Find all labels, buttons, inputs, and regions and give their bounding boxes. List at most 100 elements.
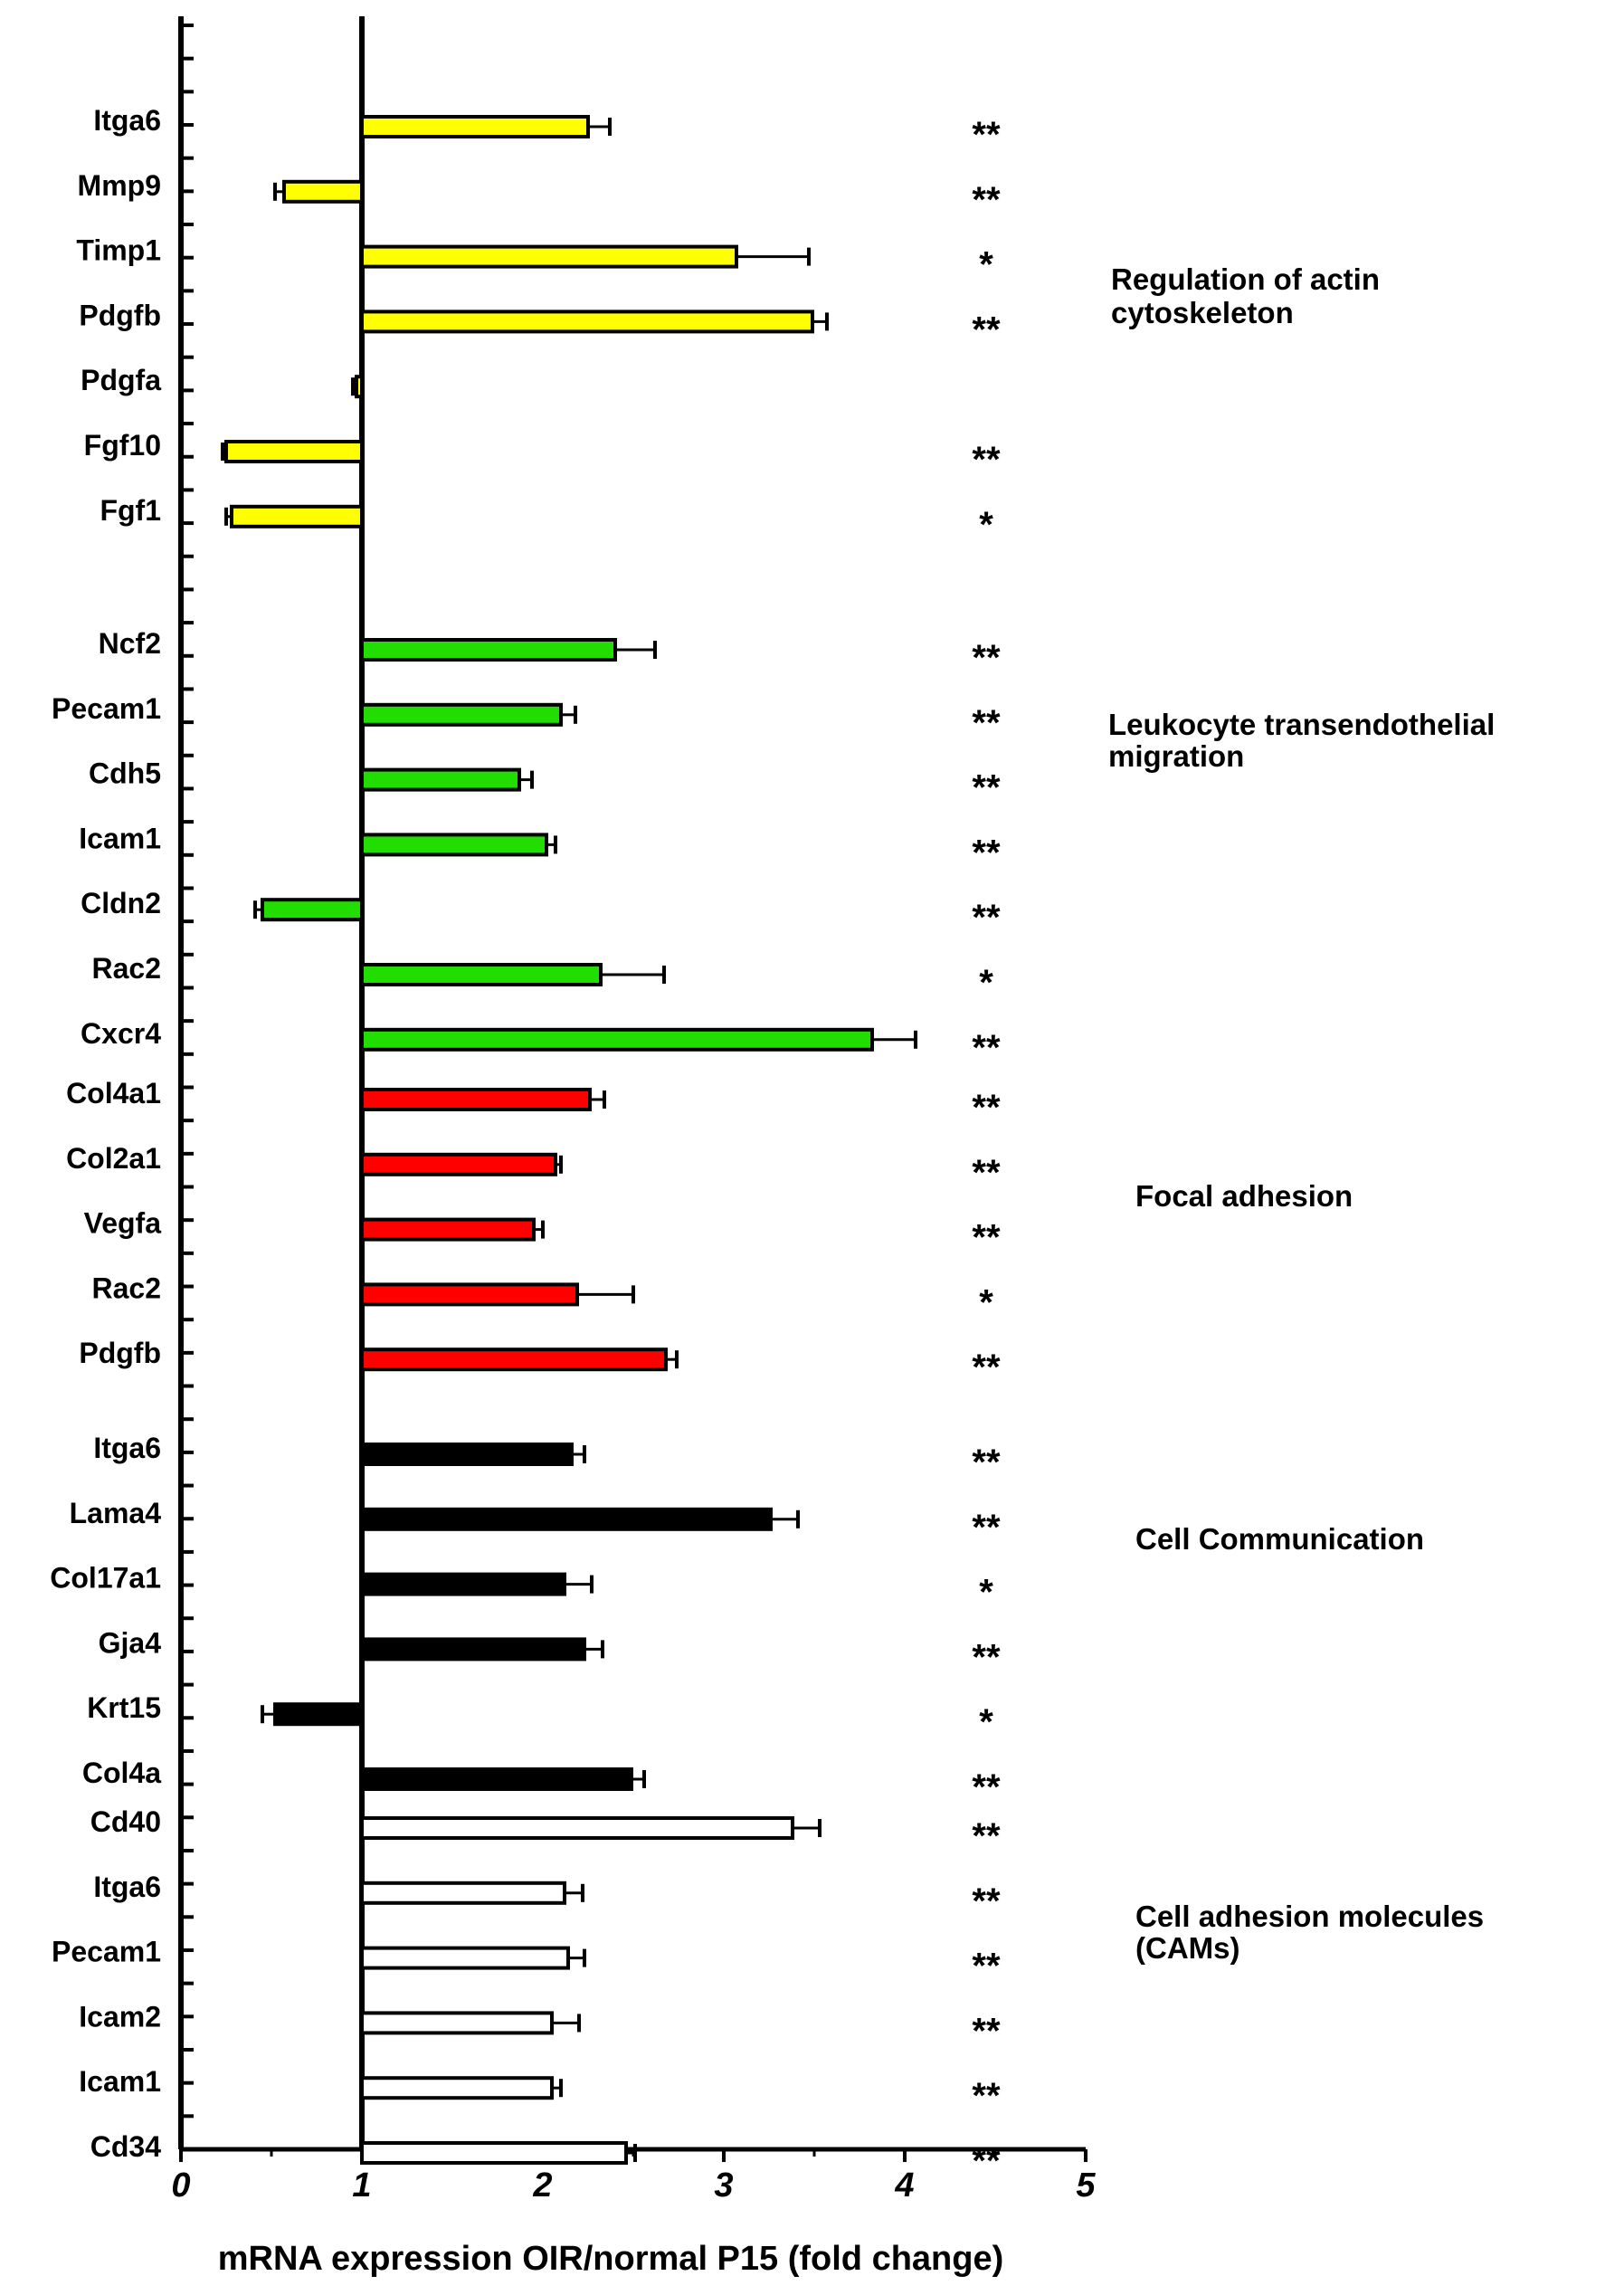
significance-marker: ** (972, 898, 1001, 938)
x-tick-label: 5 (1076, 2166, 1096, 2205)
significance-marker: ** (972, 1881, 1001, 1921)
bar (360, 1347, 668, 1372)
significance-marker: ** (972, 2011, 1001, 2051)
bar (360, 2076, 554, 2100)
bar (261, 898, 364, 922)
gene-label: Icam1 (79, 822, 161, 854)
gene-label: Icam2 (79, 2000, 161, 2033)
bar-group (253, 638, 917, 1052)
group-label: Leukocyte transendothelial (1108, 708, 1495, 741)
significance-marker: ** (972, 1508, 1001, 1547)
gene-label: Cdh5 (89, 757, 161, 790)
significance-marker: ** (972, 703, 1001, 743)
group-label: Regulation of actin (1111, 262, 1380, 296)
significance-marker: ** (972, 1153, 1001, 1193)
bar (360, 833, 548, 857)
axes (178, 16, 1087, 2162)
significance-marker: * (979, 245, 993, 285)
significance-marker: ** (972, 309, 1001, 349)
significance-marker: ** (972, 1637, 1001, 1677)
significance-marker: ** (972, 1767, 1001, 1807)
significance-marker: ** (972, 768, 1001, 808)
significance-marker: ** (972, 1218, 1001, 1258)
gene-label: Timp1 (76, 234, 161, 267)
gene-label: Col17a1 (50, 1562, 161, 1595)
gene-label: Cldn2 (81, 887, 161, 919)
gene-label: Lama4 (70, 1497, 162, 1529)
bar (224, 440, 364, 463)
gene-label: Col4a (82, 1757, 161, 1789)
gene-label: Fgf1 (100, 494, 161, 527)
bar (360, 1507, 773, 1531)
bar (360, 2141, 628, 2165)
significance-marker: ** (972, 1347, 1001, 1387)
significance-marker: ** (972, 2141, 1001, 2181)
significance-marker: ** (972, 1816, 1001, 1856)
gene-label: Icam1 (79, 2065, 161, 2098)
bar (273, 1702, 364, 1727)
significance-marker: * (979, 505, 993, 545)
bar-group (221, 115, 829, 529)
bar (360, 115, 590, 138)
bar (360, 309, 814, 334)
bar (360, 1572, 566, 1596)
bar (360, 1217, 536, 1242)
gene-label: Pdgfb (79, 299, 161, 331)
significance-marker: ** (972, 440, 1001, 480)
bar (360, 1282, 579, 1307)
bar (282, 179, 364, 204)
significance-marker: ** (972, 180, 1001, 220)
x-tick-label: 1 (352, 2166, 371, 2205)
gene-label: Pecam1 (52, 1936, 161, 1968)
group-label: Cell adhesion molecules (1135, 1900, 1484, 1933)
bar (360, 2011, 554, 2035)
gene-label: Itga6 (93, 104, 161, 137)
gene-label: Cd40 (90, 1805, 161, 1838)
bar (360, 244, 738, 269)
gene-label: Itga6 (93, 1871, 161, 1903)
gene-label: Pdgfb (79, 1337, 161, 1369)
bar (355, 375, 364, 399)
significance-marker: * (979, 1702, 993, 1742)
significance-marker: ** (972, 638, 1001, 678)
significance-marker: * (979, 963, 993, 1003)
gene-label: Rac2 (92, 1271, 162, 1304)
bar (360, 638, 617, 662)
gene-label: Pdgfa (81, 364, 161, 396)
gene-label: Mmp9 (78, 169, 161, 202)
group-label: (CAMs) (1135, 1931, 1239, 1965)
bar-group (261, 1443, 800, 1791)
bar (360, 1152, 557, 1176)
gene-label: Fgf10 (84, 429, 161, 462)
gene-label: Krt15 (87, 1691, 161, 1724)
gene-label: Ncf2 (99, 627, 161, 660)
bar (360, 1881, 566, 1905)
bar (360, 1088, 592, 1111)
bar (230, 504, 364, 529)
group-label: Cell Communication (1135, 1522, 1424, 1556)
bar-group (360, 1816, 821, 2165)
significance-marker: ** (972, 1088, 1001, 1128)
bar (360, 1027, 874, 1052)
bar (360, 1946, 570, 1970)
group-label: cytoskeleton (1111, 296, 1294, 329)
gene-label: Cxcr4 (81, 1017, 161, 1050)
x-tick-label: 4 (894, 2166, 914, 2205)
significance-marker: * (979, 1282, 993, 1322)
x-tick-label: 2 (532, 2166, 552, 2205)
x-axis-label: mRNA expression OIR/normal P15 (fold cha… (218, 2240, 1004, 2278)
bars (221, 115, 917, 2165)
gene-label: Rac2 (92, 952, 162, 985)
gene-label: Itga6 (93, 1432, 161, 1464)
significance-marker: ** (972, 1028, 1001, 1068)
group-label: Focal adhesion (1135, 1179, 1353, 1213)
group-label: migration (1108, 739, 1244, 773)
gene-label: Col4a1 (66, 1077, 161, 1109)
gene-label: Col2a1 (66, 1142, 161, 1175)
gene-label: Cd34 (90, 2130, 161, 2163)
gene-label: Pecam1 (52, 692, 161, 725)
bar (360, 1443, 574, 1466)
